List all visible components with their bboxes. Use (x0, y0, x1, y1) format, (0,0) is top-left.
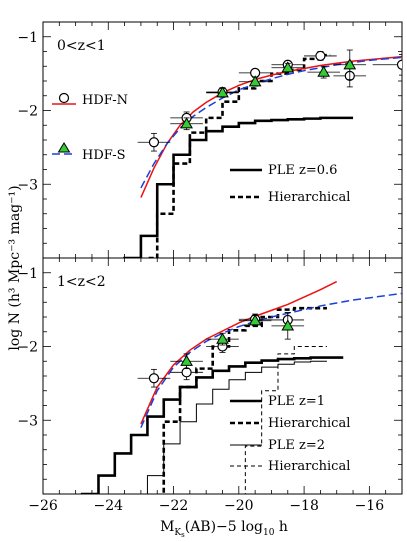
model-curve-7 (140, 292, 402, 428)
circle-marker (181, 367, 192, 378)
axis-ticks (42, 257, 403, 495)
circle-marker (396, 59, 402, 70)
x-axis-label: MKs(AB)−5 log10 h (160, 519, 288, 539)
triangle-marker (216, 332, 229, 344)
legend-label: PLE z=2 (268, 438, 325, 453)
legend-label: Hierarchical (268, 190, 350, 205)
plot-frame (42, 21, 403, 259)
model-curve-6 (140, 280, 338, 425)
triangle-marker (180, 354, 193, 366)
panel-label: 1<z<2 (57, 274, 106, 290)
data-layer (123, 49, 402, 258)
circle-marker (148, 373, 160, 384)
y-tick-label: −1 (17, 30, 38, 46)
x-tick-label: −18 (289, 498, 319, 514)
model-curve-4 (140, 55, 402, 198)
point-series-1 (170, 49, 367, 131)
y-tick-label: −3 (17, 413, 38, 429)
y-tick-label: −1 (17, 266, 38, 282)
histogram-series-2 (80, 356, 344, 494)
histogram-series-4 (130, 360, 327, 494)
x-tick-label: −22 (159, 498, 189, 514)
axis-ticks (42, 21, 403, 259)
triangle-marker (180, 117, 193, 129)
x-tick-label: −26 (28, 498, 58, 514)
x-tick-label: −16 (355, 498, 385, 514)
legend: PLE z=1 Hierarchical PLE z=2 Hierarchical (230, 394, 350, 474)
x-tick-label: −24 (93, 498, 123, 514)
legend: HDF-N HDF-S PLE z=0.6 Hierarchical (52, 92, 350, 205)
y-axis-label: log N (h³ Mpc⁻³ mag⁻¹) (7, 185, 23, 350)
data-layer (80, 280, 402, 494)
triangle-marker (248, 314, 262, 326)
triangle-marker (216, 86, 229, 98)
legend-label: Hierarchical (268, 416, 350, 431)
histogram-series-3 (162, 306, 327, 494)
chart-panel-2: −1 −2 −3 −26 −24 −22 −20 −18 −16 1<z<2 PLE z=1 Hier… (17, 257, 403, 514)
legend-label: PLE z=0.6 (268, 163, 337, 178)
legend-label: HDF-N (82, 93, 128, 108)
legend-label: Hierarchical (268, 459, 350, 474)
triangle-marker (248, 75, 262, 87)
circle-marker (315, 50, 326, 62)
point-series-0 (137, 50, 402, 152)
histogram-series-2 (123, 116, 354, 258)
point-series-1 (170, 312, 305, 370)
chart-panel-1: −1 −2 −3 0<z<1 HDF-N HDF-S PLE z=0.6 Hierarchic… (17, 21, 403, 259)
y-tick-label: −2 (17, 340, 38, 356)
triangle-marker (281, 61, 295, 73)
legend-circle-marker (58, 92, 70, 104)
legend-triangle-marker (57, 142, 71, 153)
circle-marker (148, 137, 160, 148)
y-tick-label: −3 (17, 177, 38, 193)
panel-label: 0<z<1 (57, 38, 106, 54)
legend-label: PLE z=1 (268, 394, 325, 409)
triangle-marker (343, 58, 357, 70)
triangle-marker (281, 319, 295, 331)
triangle-marker (317, 65, 331, 77)
x-tick-label: −20 (224, 498, 254, 514)
legend-label: HDF-S (82, 148, 126, 163)
y-tick-label: −2 (17, 104, 38, 120)
point-series-0 (137, 312, 305, 388)
